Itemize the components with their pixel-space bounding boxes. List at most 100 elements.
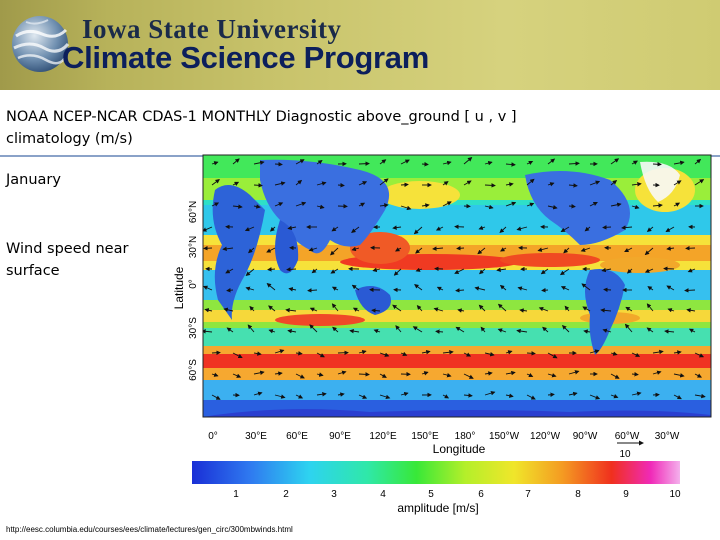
wind-vector-arrow [435,226,444,231]
wind-vector-arrow [559,268,570,276]
wind-vector-arrow [625,306,633,312]
wind-vector-arrow [337,392,345,397]
wind-vector-arrow [547,182,555,187]
wind-vector-arrow [288,287,297,292]
wind-vector-arrow [647,286,654,291]
wind-vector-arrow [547,158,556,165]
wind-vector-arrow [478,225,486,230]
wind-vector-arrow [505,182,514,187]
wind-vector-arrow [442,349,454,355]
wind-vector-arrow [589,201,598,207]
wind-vector-arrow [400,391,409,397]
wind-vector-arrow [316,352,325,358]
wind-vector-arrow [266,247,276,253]
wind-vector-arrow [400,351,408,356]
lat-tick: 60°S [188,359,199,381]
wind-vector-arrow [373,329,381,334]
wind-vector-arrow [232,158,240,165]
wind-vector-arrow [540,268,549,275]
wind-vector-arrow [413,226,423,235]
colorbar-tick: 3 [331,489,337,500]
wind-vector-arrow [400,205,412,211]
wind-vector-arrow [665,226,675,232]
wind-vector-arrow [537,247,549,252]
lon-tick: 30°E [245,431,267,442]
wind-vector-arrow [295,373,305,379]
wind-vector-arrow [694,352,705,358]
wind-vector-arrow [673,160,685,166]
x-axis-label: Longitude [433,442,486,456]
wind-vector-arrow [610,158,620,165]
wind-vector-arrow [646,303,654,312]
wind-vector-arrow [245,286,255,291]
wind-vector-arrow [455,288,465,293]
wind-vector-arrow [463,157,473,165]
wind-vector-arrow [694,158,702,165]
wind-vector-arrow [274,202,284,207]
wind-vector-arrow [526,351,536,356]
wind-vector-arrow [667,308,675,313]
lon-tick: 60°W [615,431,640,442]
wind-vectors [203,157,706,400]
y-axis-label: Latitude [172,266,186,309]
lon-tick: 180° [455,431,476,442]
wind-vector-arrow [454,268,465,274]
lon-tick: 60°E [286,431,308,442]
wind-vector-arrow [455,326,465,333]
lon-tick: 0° [208,431,218,442]
colorbar [192,461,680,484]
wind-vector-arrow [568,161,580,166]
wind-vector-arrow [560,226,570,233]
wind-vector-arrow [351,246,360,252]
vector-scale-value: 10 [619,449,631,460]
lon-tick: 30°W [655,431,680,442]
wind-vector-arrow [624,247,633,253]
wind-vector-arrow [479,268,486,275]
wind-vector-arrow [203,226,213,232]
wind-vector-arrow [610,394,619,399]
wind-vector-arrow [456,246,465,251]
wind-vector-arrow [547,352,558,359]
header-banner: Iowa State University Climate Science Pr… [0,0,720,90]
university-name: Iowa State University [82,14,342,44]
wind-vector-arrow [666,246,675,251]
wind-vector-arrow [379,178,389,186]
wind-vector-arrow [496,267,507,273]
wind-vector-arrow [274,394,286,399]
wind-vector-arrow [561,324,570,333]
wind-vector-arrow [505,162,516,167]
wind-vector-arrow [352,307,360,312]
wind-vector-arrow [245,268,255,276]
wind-vector-arrow [316,372,324,377]
wind-vector-arrow [316,391,327,397]
wind-vector-arrow [351,284,360,291]
wind-vector-arrow [500,247,507,252]
wind-vector-arrow [505,350,513,355]
wind-vector-arrow [204,308,213,313]
wind-vector-arrow [652,162,662,167]
wind-vector-arrow [582,306,591,312]
wind-vector-arrow [253,204,261,209]
wind-vector-arrow [652,203,663,208]
wind-vector-arrow [395,325,402,333]
colorbar-tick: 1 [233,489,239,500]
wind-vector-arrow [652,349,664,355]
wind-vector-arrow [526,160,534,165]
lon-tick: 120°E [369,431,397,442]
wind-vector-arrow [505,370,516,376]
wind-vector-arrow [564,305,570,312]
wind-vector-arrow [331,286,339,291]
wind-vector-arrow [652,370,662,375]
wind-vector-arrow [673,350,682,355]
wind-vector-arrow [269,226,276,232]
wind-vector-arrow [274,371,283,376]
wind-vector-arrow [442,160,452,166]
description-label: Wind speed near surface [6,241,129,279]
wind-vector-arrow [621,225,633,230]
wind-map-figure: 60°N 30°N 0° 30°S 60°S Latitude 0° 30°E … [172,154,712,515]
wind-vector-arrow [484,352,495,357]
wind-vector-arrow [295,394,304,399]
wind-vector-arrow [287,328,297,334]
wind-vector-arrow [631,204,640,210]
wind-vector-arrow [211,179,220,186]
